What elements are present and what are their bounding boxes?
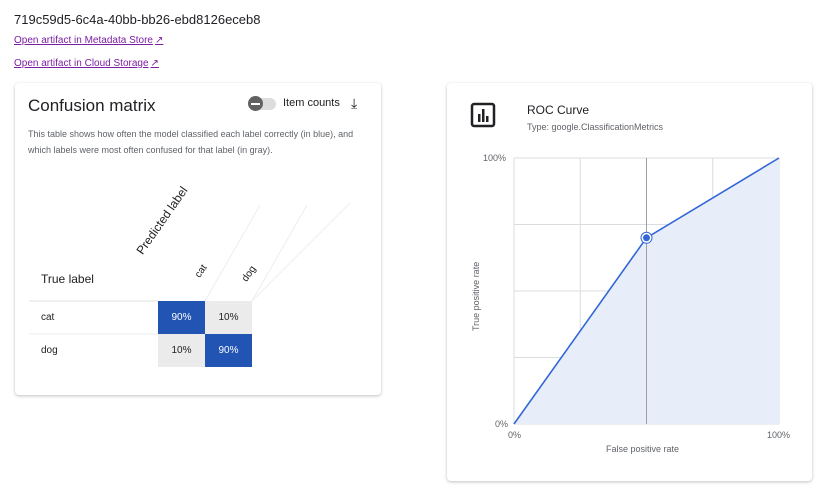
x-axis-label: False positive rate xyxy=(606,444,680,454)
card-title: Confusion matrix xyxy=(28,96,156,115)
true-label-header: True label xyxy=(41,272,94,286)
toggle-label: Item counts xyxy=(283,97,340,109)
external-link-icon: ↗ xyxy=(150,58,159,69)
matrix-cell: 90% xyxy=(158,301,205,334)
link-text: Open artifact in Metadata Store xyxy=(14,35,153,46)
row-label: cat xyxy=(41,312,55,323)
artifact-id: 719c59d5-6c4a-40bb-bb26-ebd8126eceb8 xyxy=(14,12,261,27)
description: This table shows how often the model cla… xyxy=(28,129,354,155)
item-counts-toggle[interactable] xyxy=(248,96,276,111)
y-tick: 0% xyxy=(495,419,509,429)
matrix-cell: 10% xyxy=(158,334,205,367)
highlight-point xyxy=(643,234,650,242)
x-tick: 0% xyxy=(508,430,522,440)
link-text: Open artifact in Cloud Storage xyxy=(14,58,149,69)
row-label: dog xyxy=(41,345,58,356)
download-icon[interactable]: ⤓ xyxy=(351,95,358,111)
external-link-icon: ↗ xyxy=(154,35,164,46)
metadata-store-link[interactable]: Open artifact in Metadata Store ↗ xyxy=(14,35,163,46)
cloud-storage-link[interactable]: Open artifact in Cloud Storage ↗ xyxy=(14,58,159,69)
roc-chart[interactable] xyxy=(447,83,812,481)
x-tick: 100% xyxy=(767,430,791,440)
metric-type: Type: google.ClassificationMetrics xyxy=(527,122,664,132)
y-tick: 100% xyxy=(483,153,507,163)
matrix-cell: 90% xyxy=(205,334,252,367)
toggle-knob xyxy=(248,96,263,111)
matrix-cell: 10% xyxy=(205,301,252,334)
y-axis-label: True positive rate xyxy=(471,261,481,331)
confusion-matrix-card: Confusion matrix Item counts ⤓ This tabl… xyxy=(15,83,381,395)
card-title: ROC Curve xyxy=(527,103,590,117)
bar-chart-icon xyxy=(470,102,496,128)
diagonal-guides xyxy=(29,202,351,335)
roc-curve-card: ROC Curve Type: google.ClassificationMet… xyxy=(447,83,812,481)
